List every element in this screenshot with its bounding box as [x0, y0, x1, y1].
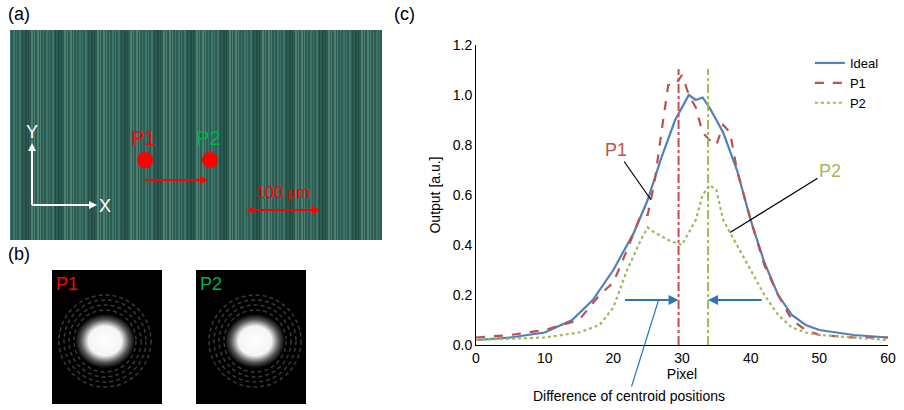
- svg-text:Output [a.u.]: Output [a.u.]: [427, 156, 443, 233]
- svg-text:P1: P1: [56, 274, 78, 294]
- svg-text:0.2: 0.2: [453, 287, 473, 303]
- svg-text:P2: P2: [819, 161, 841, 181]
- svg-text:0.0: 0.0: [453, 337, 473, 353]
- svg-text:P2: P2: [196, 127, 220, 149]
- svg-text:P1: P1: [850, 76, 866, 91]
- svg-text:100 μm: 100 μm: [256, 184, 310, 201]
- svg-text:1.0: 1.0: [453, 87, 473, 103]
- svg-text:30: 30: [674, 350, 690, 366]
- svg-text:60: 60: [880, 350, 896, 366]
- html-text:(a): (a): [8, 4, 30, 24]
- svg-text:1.2: 1.2: [453, 37, 473, 53]
- svg-text:Ideal: Ideal: [850, 56, 878, 71]
- svg-text:0: 0: [472, 350, 480, 366]
- svg-text:10: 10: [537, 350, 553, 366]
- svg-text:Difference of centroid positio: Difference of centroid positions: [533, 388, 725, 404]
- html-text:(b): (b): [8, 244, 30, 264]
- svg-text:Y: Y: [26, 122, 38, 142]
- svg-text:P1: P1: [605, 140, 627, 160]
- svg-text:X: X: [99, 196, 111, 216]
- svg-text:50: 50: [812, 350, 828, 366]
- svg-text:0.4: 0.4: [453, 237, 473, 253]
- svg-text:40: 40: [743, 350, 759, 366]
- svg-text:0.8: 0.8: [453, 137, 473, 153]
- svg-text:Pixel: Pixel: [667, 366, 697, 382]
- svg-text:P2: P2: [850, 96, 866, 111]
- svg-text:P1: P1: [131, 127, 155, 149]
- svg-text:20: 20: [606, 350, 622, 366]
- svg-text:P2: P2: [200, 274, 222, 294]
- svg-text:0.6: 0.6: [453, 187, 473, 203]
- html-text:(c): (c): [394, 4, 415, 24]
